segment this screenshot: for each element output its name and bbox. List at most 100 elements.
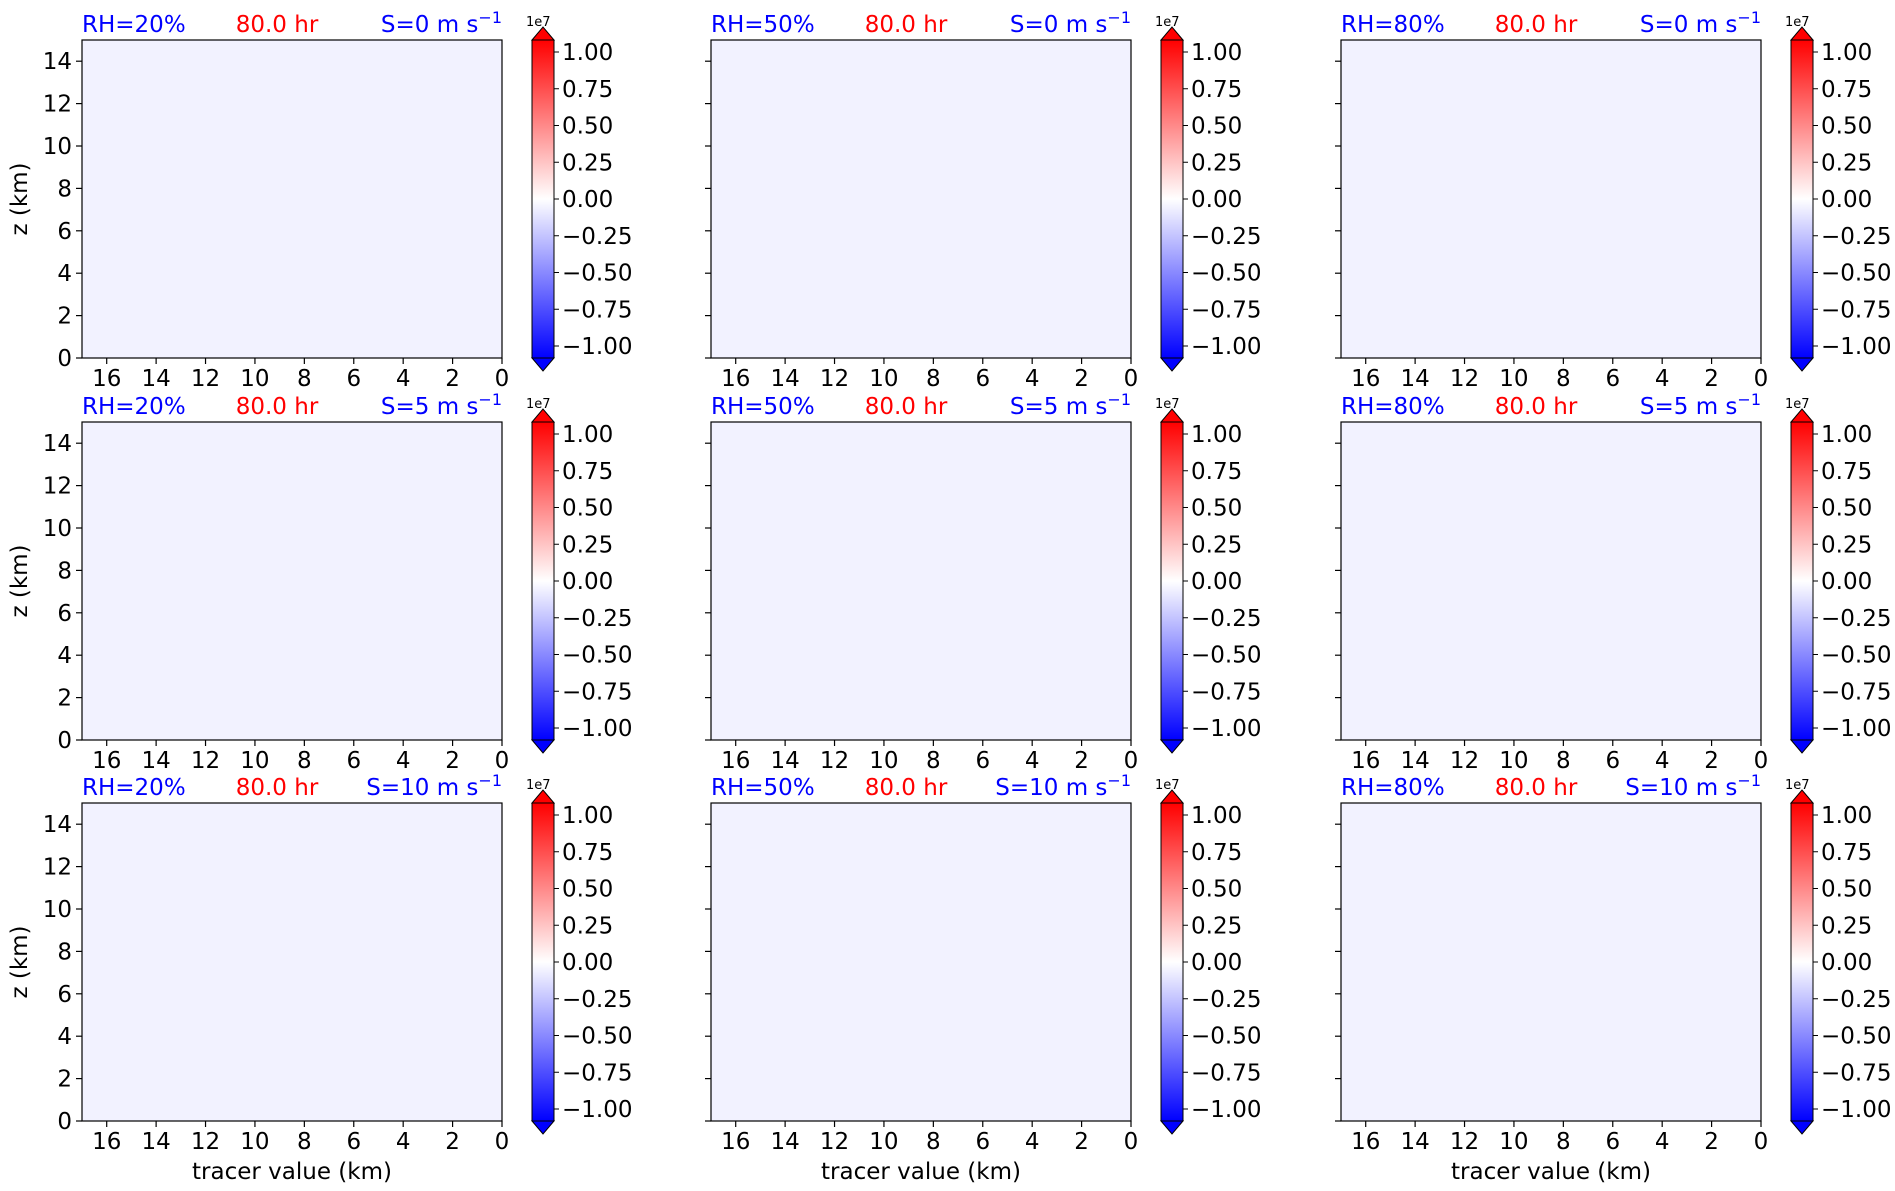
x-tick-label: 2	[1074, 748, 1089, 774]
axes-frame	[1340, 39, 1762, 359]
colorbar-tick-label: −0.75	[1821, 297, 1891, 323]
x-tick-label: 8	[297, 366, 312, 392]
colorbar-tick-label: −0.75	[1191, 679, 1261, 705]
colorbar-tick-label: 0.50	[1191, 496, 1242, 522]
colorbar-exponent: 1e7	[1785, 778, 1810, 793]
x-tick-label: 10	[1499, 366, 1528, 392]
colorbar: 1.00 0.75 0.50 0.25 0.00 −0.25 −0.50 −0.75 −1.00…	[526, 778, 632, 1135]
rh-title: RH=80%	[1341, 394, 1445, 420]
x-tick-label: 10	[869, 366, 898, 392]
time-title: 80.0 hr	[236, 775, 319, 801]
x-tick-label: 8	[1556, 748, 1571, 774]
x-tick-label: 8	[1556, 366, 1571, 392]
colorbar-tick-label: 0.25	[1821, 913, 1872, 939]
plot-area	[1341, 803, 1761, 1121]
x-tick-label: 2	[1074, 1129, 1089, 1155]
panel: RH=50% 80.0 hr S=10 m s−1 16 14 12 10 8 6 4 2 0 trac…	[705, 771, 1261, 1185]
x-tick-label: 6	[1605, 366, 1620, 392]
y-tick-label: 4	[57, 643, 72, 669]
x-tick-label: 2	[1074, 366, 1089, 392]
colorbar-tick-label: 0.50	[1821, 877, 1872, 903]
x-tick-label: 12	[1450, 748, 1479, 774]
colorbar-tick-label: −0.50	[562, 1024, 632, 1050]
rh-title: RH=20%	[82, 12, 186, 38]
x-tick-label: 8	[926, 1129, 941, 1155]
colorbar-tick-label: 0.00	[1191, 569, 1242, 595]
colorbar-extend-max	[530, 789, 556, 804]
y-tick-label: 0	[57, 1109, 72, 1135]
colorbar-tick-label: 1.00	[1821, 803, 1872, 829]
x-tick-label: 6	[975, 1129, 990, 1155]
colorbar-tick-label: 0.00	[562, 950, 613, 976]
y-axis-label: z (km)	[7, 925, 33, 998]
x-tick-label: 4	[1025, 366, 1040, 392]
colorbar-tick-label: −0.50	[1821, 1024, 1891, 1050]
colorbar-fill	[1160, 421, 1184, 741]
colorbar-tick-label: −0.25	[1191, 987, 1261, 1013]
x-tick-label: 6	[346, 366, 361, 392]
x-tick-label: 0	[1124, 748, 1139, 774]
x-tick-label: 10	[1499, 748, 1528, 774]
colorbar-extend-min	[1159, 357, 1185, 372]
x-tick-label: 4	[1655, 748, 1670, 774]
panel: RH=50% 80.0 hr S=0 m s−1 16 14 12 10 8 6 4 2 0 1.00 0…	[705, 8, 1261, 392]
colorbar-tick-label: 1.00	[1821, 40, 1872, 66]
x-tick-label: 12	[820, 748, 849, 774]
x-tick-label: 16	[1351, 748, 1380, 774]
colorbar-tick-label: 0.75	[562, 77, 613, 103]
axes-frame	[710, 421, 1132, 741]
panel: RH=20% 80.0 hr S=0 m s−1 16 14 12 10 8 6 4 2 0 0 2 4 6 8…	[7, 8, 632, 393]
colorbar-tick-label: 0.00	[562, 569, 613, 595]
x-tick-label: 12	[191, 1129, 220, 1155]
y-tick-label: 10	[43, 897, 72, 923]
axes-frame	[81, 802, 503, 1122]
colorbar-tick-label: 0.75	[562, 840, 613, 866]
y-tick-label: 0	[57, 728, 72, 754]
colorbar-tick-label: 0.50	[562, 496, 613, 522]
x-tick-label: 12	[820, 366, 849, 392]
colorbar-extend-min	[1159, 739, 1185, 754]
x-tick-label: 4	[1655, 366, 1670, 392]
colorbar-tick-label: −1.00	[1191, 334, 1261, 360]
colorbar-tick-label: 0.25	[1191, 532, 1242, 558]
x-tick-label: 2	[445, 1129, 460, 1155]
panel: RH=20% 80.0 hr S=5 m s−1 16 14 12 10 8 6 4 2 0 0 2 4 6 8…	[7, 390, 632, 775]
colorbar-tick-label: −1.00	[1821, 1097, 1891, 1123]
x-tick-label: 8	[1556, 1129, 1571, 1155]
x-tick-label: 2	[445, 748, 460, 774]
colorbar-tick-label: 0.00	[1821, 187, 1872, 213]
colorbar-tick-label: −0.25	[562, 606, 632, 632]
colorbar-tick-label: 0.50	[562, 114, 613, 140]
shear-title: S=0 m s−1	[1640, 8, 1761, 39]
y-axis-label: z (km)	[7, 162, 33, 235]
colorbar-tick-label: 0.75	[1821, 840, 1872, 866]
colorbar-tick-label: −0.25	[562, 224, 632, 250]
y-tick-label: 14	[43, 431, 72, 457]
x-tick-label: 6	[346, 1129, 361, 1155]
x-tick-label: 14	[141, 748, 170, 774]
time-title: 80.0 hr	[1495, 394, 1578, 420]
colorbar-extend-min	[530, 1120, 556, 1135]
y-tick-label: 6	[57, 601, 72, 627]
y-tick-label: 12	[43, 92, 72, 118]
colorbar-exponent: 1e7	[1155, 15, 1180, 30]
shear-title: S=0 m s−1	[381, 8, 502, 39]
x-tick-label: 14	[1400, 1129, 1429, 1155]
x-tick-label: 10	[869, 1129, 898, 1155]
x-tick-label: 8	[297, 1129, 312, 1155]
x-tick-label: 0	[1124, 366, 1139, 392]
x-tick-label: 0	[1754, 1129, 1769, 1155]
colorbar-tick-label: 1.00	[1821, 422, 1872, 448]
colorbar-tick-label: −0.75	[562, 679, 632, 705]
plot-area	[82, 422, 502, 740]
y-tick-label: 12	[43, 855, 72, 881]
colorbar-tick-label: −0.25	[1821, 987, 1891, 1013]
x-tick-label: 16	[92, 366, 121, 392]
rh-title: RH=80%	[1341, 775, 1445, 801]
plot-area	[82, 40, 502, 358]
x-tick-label: 14	[770, 366, 799, 392]
colorbar-tick-label: 0.75	[562, 459, 613, 485]
y-tick-label: 8	[57, 176, 72, 202]
colorbar-tick-label: −0.25	[562, 987, 632, 1013]
colorbar-fill	[1790, 39, 1814, 359]
